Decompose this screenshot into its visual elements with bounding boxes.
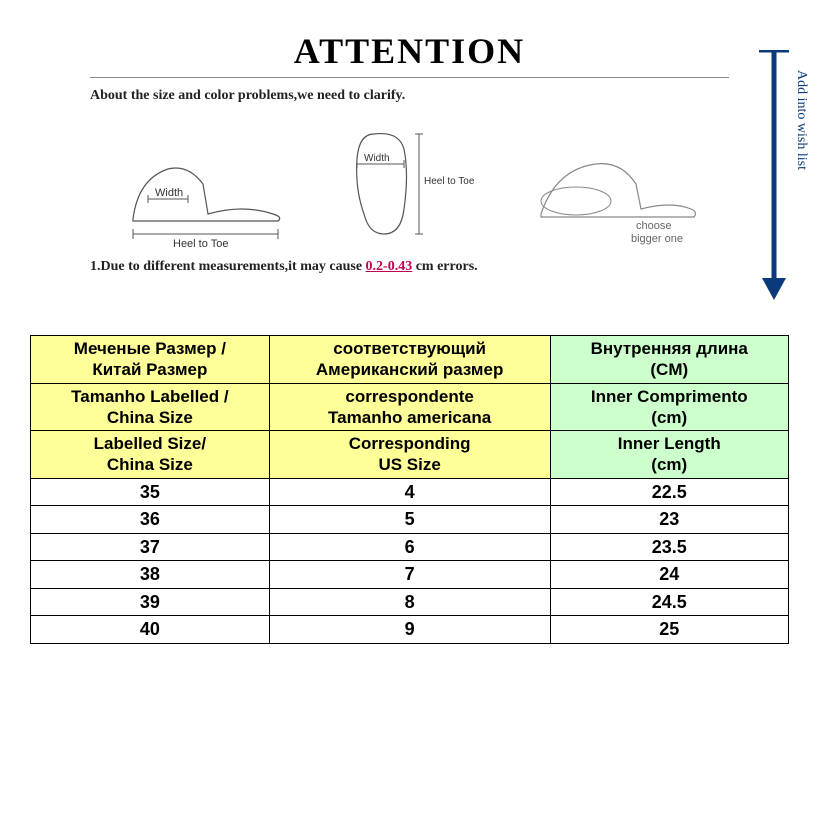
- header-row-ru: Меченые Размер / Китай Размер соответству…: [31, 336, 789, 384]
- table-row: 38724: [31, 561, 789, 589]
- table-cell: 40: [31, 616, 270, 644]
- table-cell: 37: [31, 533, 270, 561]
- size-table-section: Меченые Размер / Китай Размер соответству…: [0, 295, 819, 664]
- choose-label: choose: [636, 220, 671, 232]
- table-row: 36523: [31, 506, 789, 534]
- attention-title: ATTENTION: [90, 30, 729, 78]
- table-cell: 25: [550, 616, 788, 644]
- attention-subtitle: About the size and color problems,we nee…: [90, 88, 769, 104]
- hdr-cell: Американский размер: [316, 360, 503, 379]
- table-row: 40925: [31, 616, 789, 644]
- footnote-suffix: cm errors.: [412, 259, 477, 274]
- header-row-en: Labelled Size/China Size Corresponding US…: [31, 431, 789, 479]
- table-cell: 39: [31, 588, 270, 616]
- footnote-error: 0.2-0.43: [366, 259, 413, 274]
- hdr-cell: Inner Length: [618, 434, 721, 453]
- wishlist-arrow-icon: [759, 50, 789, 300]
- heel-toe-label: Heel to Toe: [424, 176, 475, 187]
- table-cell: 5: [269, 506, 550, 534]
- hdr-cell: (cm): [651, 455, 687, 474]
- header-row-pt: Tamanho Labelled / China Size corresponde…: [31, 383, 789, 431]
- hdr-cell: Inner Comprimento: [591, 387, 748, 406]
- footprint-diagram: Width Heel to Toe: [339, 119, 479, 254]
- foot-side-diagram: Width Heel to Toe: [113, 129, 293, 254]
- footnote-prefix: 1.Due to different measurements,it may c…: [90, 259, 366, 274]
- table-cell: 24: [550, 561, 788, 589]
- hdr-cell: correspondente: [345, 387, 473, 406]
- table-cell: 23: [550, 506, 788, 534]
- table-row: 35422.5: [31, 478, 789, 506]
- hdr-cell: Labelled Size/: [94, 434, 206, 453]
- bigger-label: bigger one: [631, 233, 683, 245]
- table-row: 39824.5: [31, 588, 789, 616]
- hdr-cell: (cm): [651, 408, 687, 427]
- table-cell: 23.5: [550, 533, 788, 561]
- table-cell: 7: [269, 561, 550, 589]
- hdr-cell: Corresponding: [349, 434, 471, 453]
- table-cell: 6: [269, 533, 550, 561]
- hdr-cell: (CM): [650, 360, 688, 379]
- table-cell: 38: [31, 561, 270, 589]
- width-label: Width: [364, 153, 390, 164]
- table-cell: 22.5: [550, 478, 788, 506]
- table-cell: 4: [269, 478, 550, 506]
- loose-shoe-diagram: choose bigger one: [526, 129, 706, 254]
- attention-section: ATTENTION About the size and color probl…: [0, 0, 819, 295]
- hdr-cell: China Size: [107, 408, 193, 427]
- table-cell: 35: [31, 478, 270, 506]
- table-cell: 24.5: [550, 588, 788, 616]
- measurement-footnote: 1.Due to different measurements,it may c…: [90, 259, 769, 275]
- table-cell: 9: [269, 616, 550, 644]
- heel-toe-label: Heel to Toe: [173, 238, 228, 249]
- hdr-cell: Внутренняя длина: [591, 339, 748, 358]
- diagram-row: Width Heel to Toe Width Heel to Toe: [90, 114, 729, 254]
- table-cell: 36: [31, 506, 270, 534]
- size-table: Меченые Размер / Китай Размер соответству…: [30, 335, 789, 644]
- hdr-cell: соответствующий: [333, 339, 486, 358]
- table-row: 37623.5: [31, 533, 789, 561]
- width-label: Width: [155, 187, 183, 199]
- hdr-cell: Китай Размер: [92, 360, 207, 379]
- table-cell: 8: [269, 588, 550, 616]
- hdr-cell: Меченые Размер /: [74, 339, 226, 358]
- hdr-cell: Tamanho americana: [328, 408, 491, 427]
- hdr-cell: Tamanho Labelled /: [71, 387, 228, 406]
- hdr-cell: US Size: [378, 455, 440, 474]
- hdr-cell: China Size: [107, 455, 193, 474]
- wishlist-label: Add into wish list: [793, 70, 809, 170]
